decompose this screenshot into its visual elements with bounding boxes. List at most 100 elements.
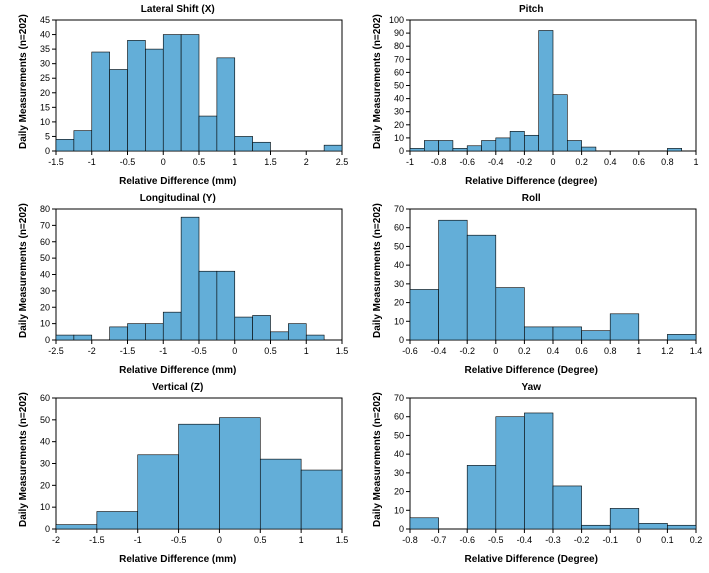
- x-tick-label: -0.4: [516, 535, 532, 545]
- x-tick-label: 0.6: [632, 157, 645, 167]
- panel-longitudinal: Longitudinal (Y)Daily Measurements (n=20…: [8, 193, 348, 376]
- x-tick-label: 0: [493, 346, 498, 356]
- y-tick-label: 60: [393, 223, 403, 233]
- histogram-lateral: -1.5-1-0.500.511.522.5051015202530354045: [8, 4, 348, 187]
- x-tick-label: -0.5: [171, 535, 187, 545]
- histogram-bar: [56, 139, 74, 151]
- y-tick-label: 35: [40, 44, 50, 54]
- y-tick-label: 20: [40, 302, 50, 312]
- x-tick-label: 1: [299, 535, 304, 545]
- histogram-bar: [74, 335, 92, 340]
- histogram-bar: [74, 131, 92, 151]
- x-tick-label: 2: [304, 157, 309, 167]
- y-tick-label: 10: [393, 316, 403, 326]
- histogram-bar: [97, 512, 138, 529]
- histogram-bar: [199, 271, 217, 340]
- x-tick-label: -1: [159, 346, 167, 356]
- histogram-bar: [667, 148, 681, 151]
- y-tick-label: 20: [393, 298, 403, 308]
- histogram-bar: [145, 49, 163, 151]
- y-tick-label: 25: [40, 73, 50, 83]
- histogram-bar: [452, 148, 466, 151]
- histogram-bar: [667, 525, 696, 529]
- x-tick-label: -0.5: [120, 157, 136, 167]
- x-tick-label: 0.5: [254, 535, 267, 545]
- histogram-bar: [138, 455, 179, 529]
- x-tick-label: 0.8: [661, 157, 674, 167]
- histogram-bar: [288, 324, 306, 340]
- histogram-bar: [235, 136, 253, 151]
- histogram-roll: -0.6-0.4-0.200.20.40.60.811.21.401020304…: [362, 193, 702, 376]
- x-tick-label: -0.6: [459, 535, 475, 545]
- histogram-bar: [638, 523, 667, 529]
- y-tick-label: 30: [393, 107, 403, 117]
- y-tick-label: 0: [398, 524, 403, 534]
- y-tick-label: 40: [393, 260, 403, 270]
- histogram-bar: [667, 334, 696, 340]
- panel-pitch: PitchDaily Measurements (n=202)Relative …: [362, 4, 702, 187]
- x-tick-label: -0.2: [459, 346, 475, 356]
- x-tick-label: 1: [693, 157, 698, 167]
- histogram-bar: [324, 145, 342, 151]
- histogram-bar: [510, 131, 524, 151]
- x-tick-label: 0.5: [193, 157, 206, 167]
- histogram-bar: [92, 52, 110, 151]
- histogram-bar: [253, 315, 271, 340]
- histogram-bar: [145, 324, 163, 340]
- x-tick-label: 1.5: [264, 157, 277, 167]
- histogram-bar: [438, 220, 467, 340]
- y-tick-label: 90: [393, 28, 403, 38]
- x-tick-label: 0.4: [546, 346, 559, 356]
- histogram-bar: [567, 141, 581, 151]
- y-tick-label: 40: [40, 270, 50, 280]
- y-tick-label: 50: [40, 415, 50, 425]
- histogram-bar: [217, 58, 235, 151]
- y-tick-label: 30: [393, 279, 403, 289]
- x-tick-label: 0: [232, 346, 237, 356]
- y-tick-label: 10: [393, 505, 403, 515]
- histogram-bar: [610, 314, 639, 340]
- histogram-bar: [56, 335, 74, 340]
- histogram-bar: [553, 327, 582, 340]
- y-tick-label: 60: [40, 237, 50, 247]
- y-tick-label: 70: [393, 393, 403, 403]
- y-tick-label: 30: [40, 286, 50, 296]
- x-tick-label: 0: [550, 157, 555, 167]
- x-tick-label: 0.5: [264, 346, 277, 356]
- x-tick-label: -0.8: [402, 535, 418, 545]
- histogram-bar: [524, 327, 553, 340]
- y-tick-label: 20: [393, 487, 403, 497]
- x-tick-label: -1.5: [48, 157, 64, 167]
- y-tick-label: 30: [40, 59, 50, 69]
- x-tick-label: 0: [161, 157, 166, 167]
- histogram-bar: [181, 217, 199, 340]
- histogram-bar: [553, 486, 582, 529]
- panel-vertical: Vertical (Z)Daily Measurements (n=202)Re…: [8, 382, 348, 565]
- histogram-bar: [467, 465, 496, 529]
- x-tick-label: 1: [636, 346, 641, 356]
- histogram-bar: [438, 141, 452, 151]
- y-tick-label: 100: [388, 15, 403, 25]
- histogram-bar: [128, 324, 146, 340]
- y-tick-label: 20: [393, 120, 403, 130]
- x-tick-label: -0.7: [430, 535, 446, 545]
- y-tick-label: 10: [393, 133, 403, 143]
- x-tick-label: -1.5: [89, 535, 105, 545]
- x-tick-label: 0: [636, 535, 641, 545]
- x-tick-label: 0.4: [603, 157, 616, 167]
- y-tick-label: 50: [393, 430, 403, 440]
- x-tick-label: 0.8: [603, 346, 616, 356]
- histogram-bar: [424, 141, 438, 151]
- histogram-bar: [110, 327, 128, 340]
- x-tick-label: 1.4: [689, 346, 701, 356]
- y-tick-label: 45: [40, 15, 50, 25]
- histogram-bar: [271, 332, 289, 340]
- y-tick-label: 10: [40, 117, 50, 127]
- histogram-bar: [163, 312, 181, 340]
- histogram-bar: [581, 147, 595, 151]
- histogram-bar: [410, 289, 439, 340]
- histogram-bar: [467, 235, 496, 340]
- y-tick-label: 70: [40, 220, 50, 230]
- x-tick-label: 0.2: [689, 535, 701, 545]
- histogram-bar: [553, 95, 567, 151]
